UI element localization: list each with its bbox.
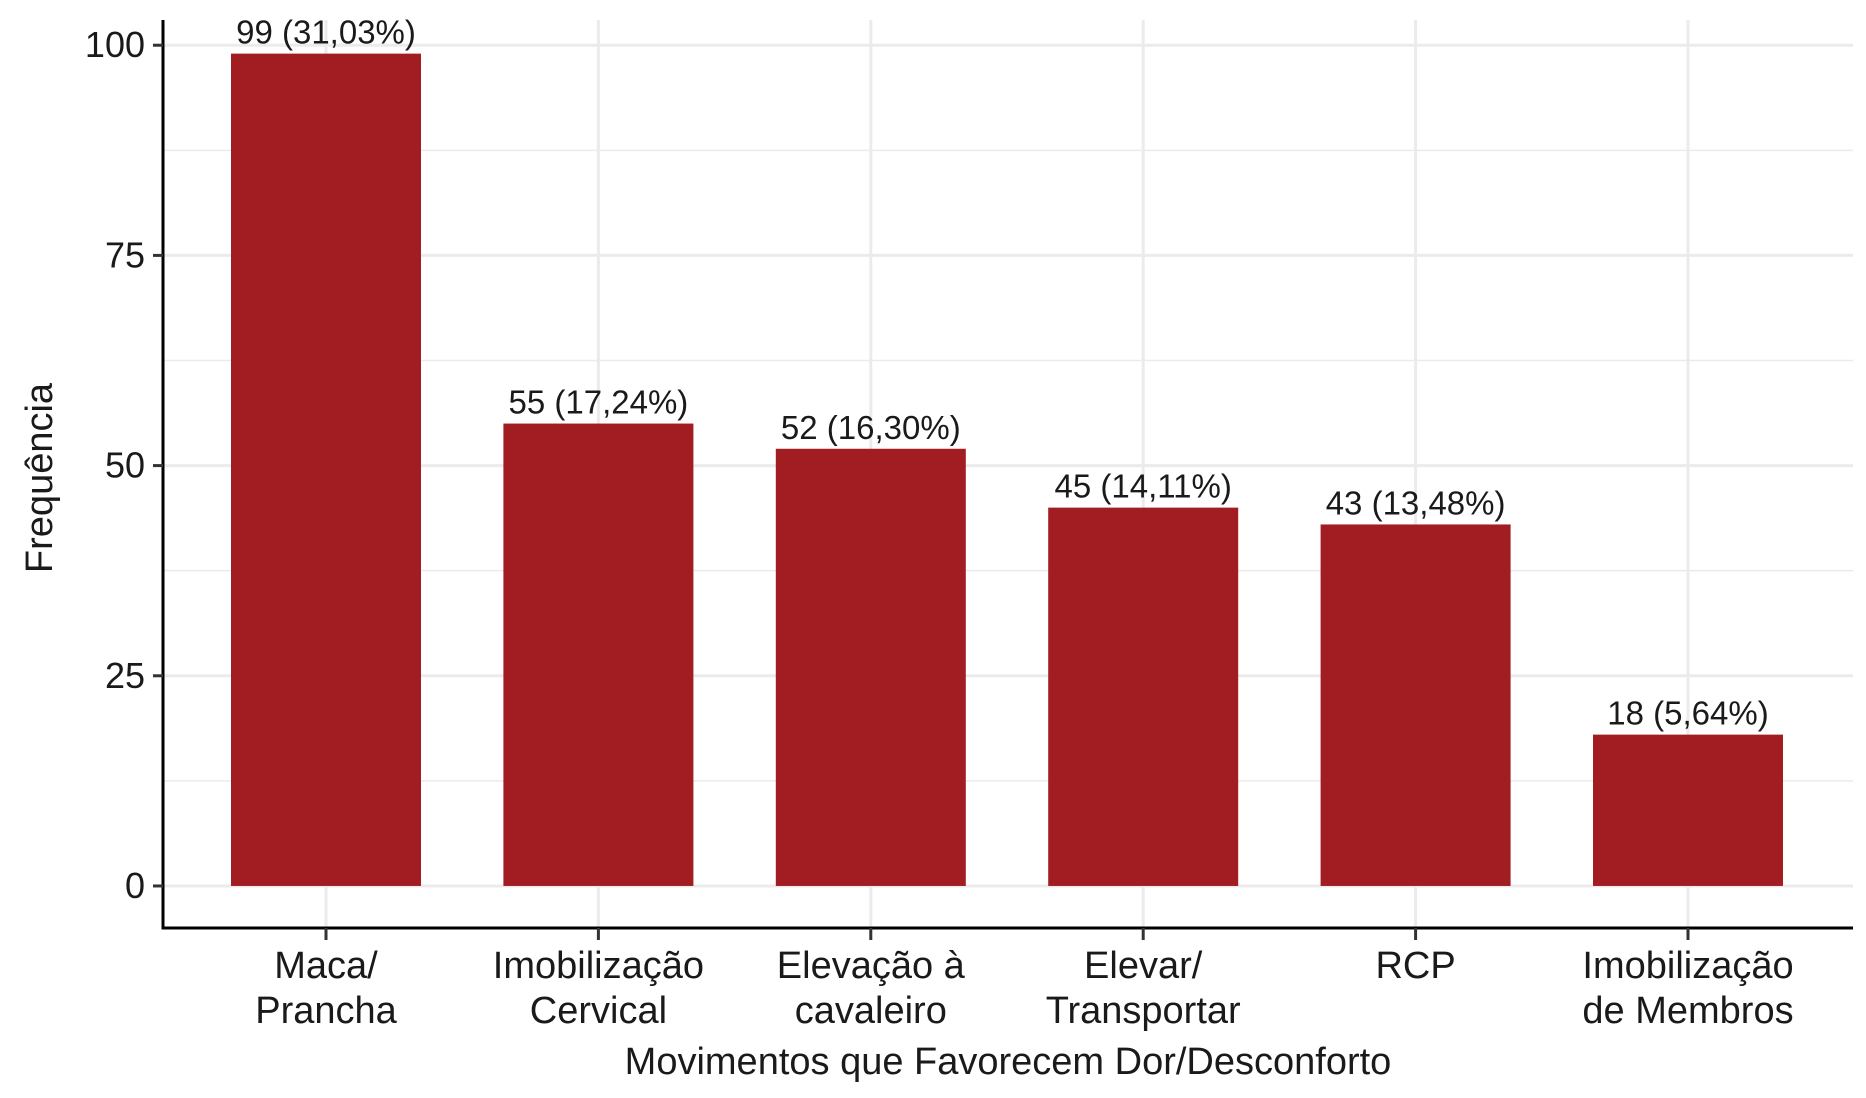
x-tick-label: RCP: [1375, 945, 1455, 987]
bar: [231, 53, 421, 886]
data-label: 55 (17,24%): [509, 384, 689, 421]
y-tick-label: 100: [85, 24, 145, 65]
x-tick-label-line: Imobilização: [493, 945, 704, 987]
x-tick-label: Imobilização Cervical: [493, 945, 704, 1032]
y-tick-label: 50: [105, 445, 145, 486]
bar: [1320, 524, 1511, 886]
data-label: 99 (31,03%): [236, 14, 416, 51]
x-tick-label-line: Imobilização: [1582, 945, 1793, 987]
x-tick-label-line: Elevação à: [777, 945, 966, 987]
data-labels: 99 (31,03%) 55 (17,24%) 52 (16,30%) 45 (14,…: [236, 14, 1769, 732]
bar: [1593, 734, 1783, 886]
y-tick-label: 75: [105, 234, 145, 275]
x-tick-label: Maca/Prancha: [255, 945, 397, 1032]
x-tick-label: Elevação à cavaleiro: [777, 945, 966, 1032]
y-ticks: 0 25 50 75 100: [85, 24, 163, 906]
x-axis-title: Movimentos que Favorecem Dor/Desconforto: [625, 1041, 1392, 1083]
x-tick-label-line: Prancha: [255, 990, 397, 1032]
grid-minor: [163, 149, 1853, 782]
data-label: 43 (13,48%): [1326, 484, 1506, 521]
bars: [231, 53, 1783, 886]
x-tick-label-line: cavaleiro: [795, 990, 947, 1032]
x-tick-label-line: Transportar: [1046, 990, 1241, 1032]
x-tick-label-line: Maca/: [274, 945, 378, 987]
x-tick-label-line: Elevar/: [1084, 945, 1203, 987]
x-tick-label-line: de Membros: [1582, 990, 1793, 1032]
x-tick-label-line: Cervical: [530, 990, 667, 1032]
bar: [503, 423, 694, 886]
y-tick-label: 0: [125, 865, 145, 906]
y-tick-label: 25: [105, 655, 145, 696]
x-tick-label: Imobilização de Membros: [1582, 945, 1793, 1032]
bar: [1048, 507, 1239, 886]
axes: [161, 20, 1853, 930]
data-label: 52 (16,30%): [781, 409, 961, 446]
x-tick-label-line: RCP: [1375, 945, 1455, 987]
data-label: 45 (14,11%): [1055, 468, 1232, 505]
bar: [775, 448, 966, 886]
data-label: 18 (5,64%): [1607, 695, 1768, 732]
y-axis-title: Frequência: [19, 382, 61, 573]
x-tick-label: Elevar/Transportar: [1046, 945, 1241, 1032]
